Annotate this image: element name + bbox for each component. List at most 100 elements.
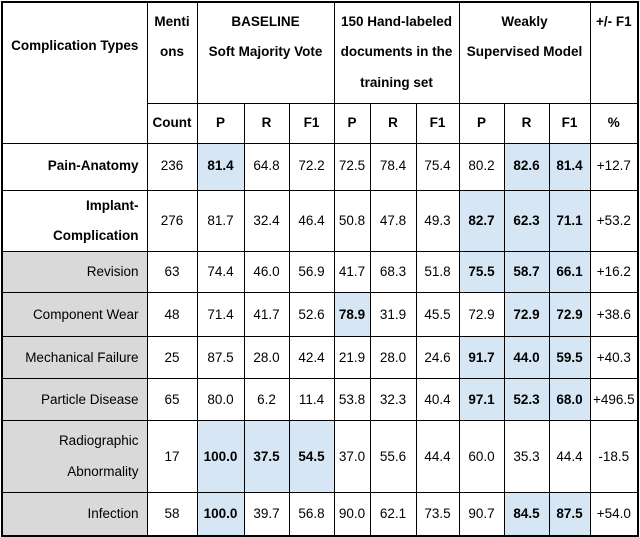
metric-cell: 28.0 <box>369 336 417 380</box>
table-row-revision: Revision 63 74.4 46.0 56.9 41.7 68.3 51.… <box>1 251 639 294</box>
hand-labeled-header-line: training set <box>360 74 433 90</box>
metric-cell: 72.5 <box>333 142 371 191</box>
count-cell: 25 <box>146 336 198 380</box>
metric-cell: 72.2 <box>288 142 335 191</box>
count-cell: 276 <box>146 189 198 253</box>
table-row-mechanical-failure: Mechanical Failure 25 87.5 28.0 42.4 21.… <box>1 336 639 380</box>
row-label: Component Wear <box>1 292 148 338</box>
metric-cell: 11.4 <box>288 378 335 422</box>
metric-cell: 74.4 <box>196 251 245 294</box>
metric-cell: 46.4 <box>288 189 335 253</box>
metric-cell: 41.7 <box>333 251 371 294</box>
baseline-f1-header: F1 <box>288 102 335 144</box>
metric-cell: 42.4 <box>288 336 335 380</box>
delta-cell: +54.0 <box>589 492 639 537</box>
metric-cell: 80.2 <box>458 142 505 191</box>
metric-cell: 52.6 <box>288 292 335 338</box>
count-cell: 63 <box>146 251 198 294</box>
table-row-infection: Infection 58 100.0 39.7 56.8 90.0 62.1 7… <box>1 492 639 537</box>
metric-cell: 58.7 <box>503 251 550 294</box>
metric-cell: 45.5 <box>415 292 460 338</box>
metric-cell: 28.0 <box>243 336 290 380</box>
metric-cell: 73.5 <box>415 492 460 537</box>
row-label: Infection <box>1 492 148 537</box>
baseline-group-header: BASELINE Soft Majority Vote <box>196 1 335 104</box>
metric-cell: 82.6 <box>503 142 550 191</box>
metric-cell: 52.3 <box>503 378 550 422</box>
table-row-component-wear: Component Wear 48 71.4 41.7 52.6 78.9 31… <box>1 292 639 338</box>
count-header: Count <box>146 102 198 144</box>
delta-cell: +12.7 <box>589 142 639 191</box>
metric-cell: 41.7 <box>243 292 290 338</box>
weakly-supervised-p-header: P <box>458 102 505 144</box>
metric-cell: 51.8 <box>415 251 460 294</box>
count-cell: 17 <box>146 420 198 494</box>
metric-cell: 44.0 <box>503 336 550 380</box>
metric-cell: 35.3 <box>503 420 550 494</box>
metric-cell: 66.1 <box>548 251 591 294</box>
row-label: Radiographic Abnormality <box>1 420 148 494</box>
metric-cell: 71.4 <box>196 292 245 338</box>
baseline-p-header: P <box>196 102 245 144</box>
percent-header: % <box>589 102 639 144</box>
weakly-supervised-f1-header: F1 <box>548 102 591 144</box>
metric-cell: 87.5 <box>196 336 245 380</box>
delta-cell: -18.5 <box>589 420 639 494</box>
metric-cell: 84.5 <box>503 492 550 537</box>
weakly-supervised-group-header: Weakly Supervised Model <box>458 1 591 104</box>
hand-labeled-r-header: R <box>369 102 417 144</box>
metric-cell: 54.5 <box>288 420 335 494</box>
baseline-header-line: Soft Majority Vote <box>208 44 323 60</box>
metric-cell: 40.4 <box>415 378 460 422</box>
metric-cell: 32.3 <box>369 378 417 422</box>
mentions-header-label: Mentions <box>154 14 190 60</box>
delta-cell: +53.2 <box>589 189 639 253</box>
row-label: Revision <box>1 251 148 294</box>
group-header-row: Complication Types Mentions BASELINE Sof… <box>1 1 639 144</box>
metric-cell: 55.6 <box>369 420 417 494</box>
metric-cell: 59.5 <box>548 336 591 380</box>
metric-cell: 91.7 <box>458 336 505 380</box>
sub-header-row: Count P R F1 P R F1 P R F1 % <box>2 102 639 144</box>
table-row-implant-complication: Implant-Complication 276 81.7 32.4 46.4 … <box>1 189 639 253</box>
baseline-header-line: BASELINE <box>231 14 300 29</box>
hand-labeled-f1-header: F1 <box>415 102 460 144</box>
metric-cell: 37.0 <box>333 420 371 494</box>
delta-cell: +496.5 <box>589 378 639 422</box>
count-cell: 48 <box>146 292 198 338</box>
metric-cell: 56.9 <box>288 251 335 294</box>
metric-cell: 50.8 <box>333 189 371 253</box>
baseline-r-header: R <box>243 102 290 144</box>
metric-cell: 80.0 <box>196 378 245 422</box>
hand-labeled-header-line: 150 Hand-labeled <box>341 14 453 29</box>
hand-labeled-header-line: documents in the <box>340 44 453 60</box>
metric-cell: 32.4 <box>243 189 290 253</box>
metric-cell: 21.9 <box>333 336 371 380</box>
count-cell: 236 <box>146 142 198 191</box>
metric-cell: 87.5 <box>548 492 591 537</box>
complication-types-header: Complication Types <box>1 1 148 144</box>
metric-cell: 44.4 <box>415 420 460 494</box>
metric-cell: 37.5 <box>243 420 290 494</box>
delta-cell: +16.2 <box>589 251 639 294</box>
metric-cell: 81.7 <box>196 189 245 253</box>
table-row-radiographic-abnormality: Radiographic Abnormality 17 100.0 37.5 5… <box>1 420 639 494</box>
metric-cell: 62.3 <box>503 189 550 253</box>
row-label: Particle Disease <box>1 378 148 422</box>
metric-cell: 72.9 <box>458 292 505 338</box>
metric-cell: 100.0 <box>196 492 245 537</box>
metric-cell: 78.9 <box>333 292 371 338</box>
metric-cell: 60.0 <box>458 420 505 494</box>
count-cell: 65 <box>146 378 198 422</box>
metric-cell: 46.0 <box>243 251 290 294</box>
metric-cell: 97.1 <box>458 378 505 422</box>
metric-cell: 78.4 <box>369 142 417 191</box>
metric-cell: 53.8 <box>333 378 371 422</box>
metric-cell: 81.4 <box>196 142 245 191</box>
metric-cell: 47.8 <box>369 189 417 253</box>
delta-cell: +40.3 <box>589 336 639 380</box>
metric-cell: 90.7 <box>458 492 505 537</box>
metric-cell: 62.1 <box>369 492 417 537</box>
weakly-supervised-r-header: R <box>503 102 550 144</box>
weakly-supervised-header-line: Weakly <box>501 14 548 29</box>
